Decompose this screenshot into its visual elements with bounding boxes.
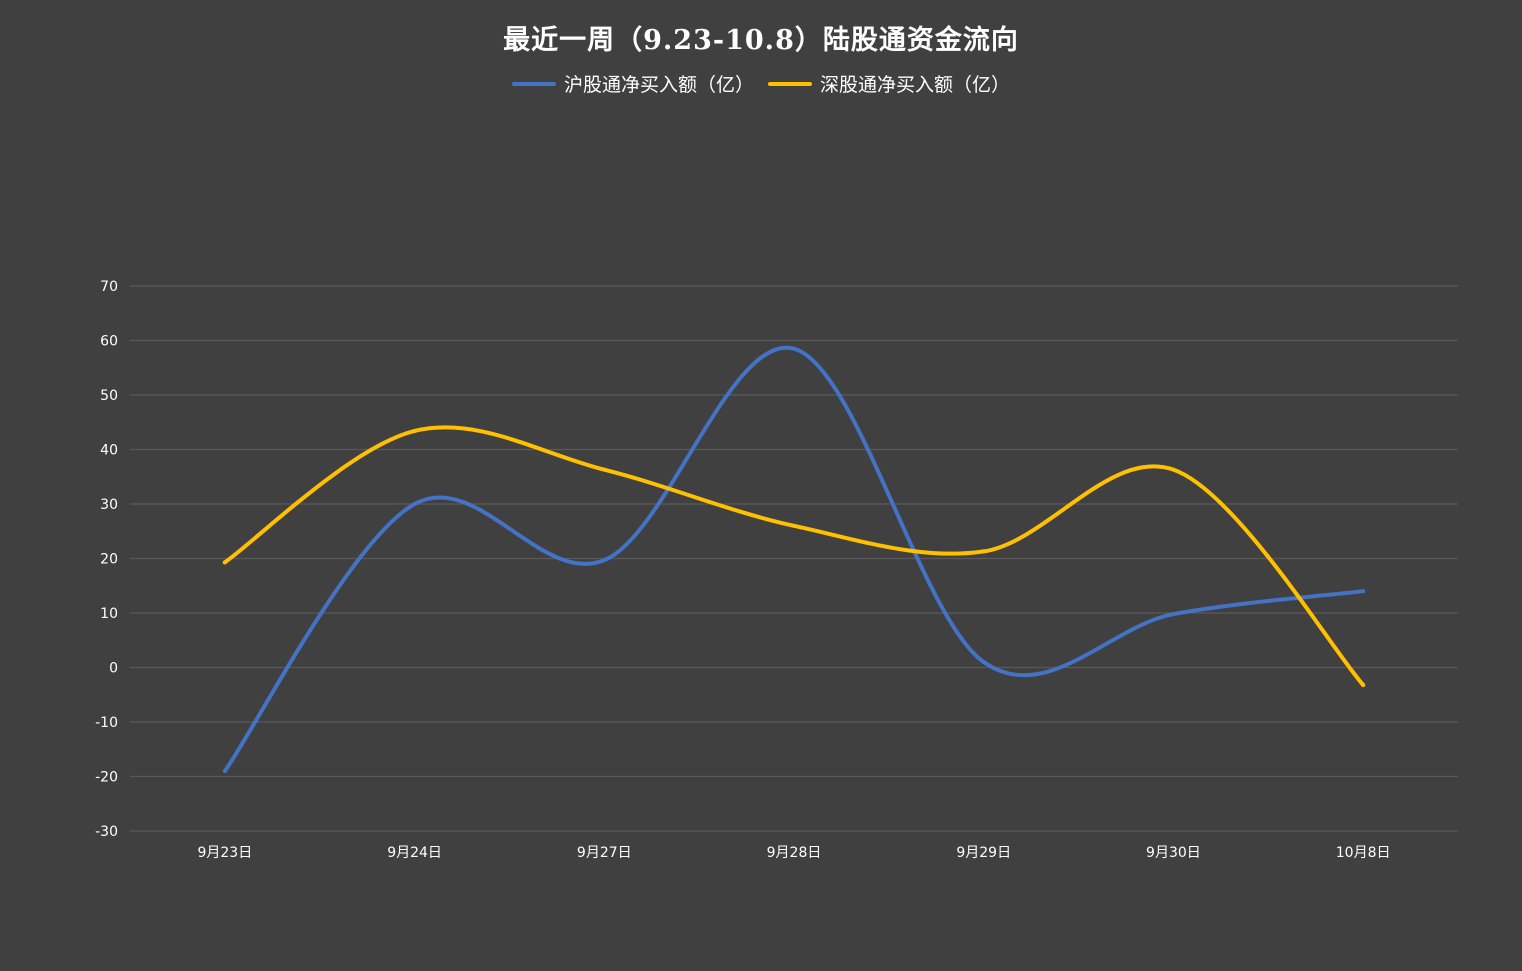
legend-label-sz: 深股通净买入额（亿） — [820, 74, 1011, 96]
series-line-1[interactable] — [222, 425, 1366, 687]
data-point-1-6[interactable] — [1361, 682, 1366, 687]
x-axis-ticks: 9月23日 9月24日 9月27日 9月28日 9月29日 9月30日 10月8日 — [197, 845, 1390, 861]
data-point-1-5[interactable] — [1171, 467, 1176, 472]
data-point-1-3[interactable] — [792, 523, 796, 528]
y-axis-ticks: -30 -20 -10 0 10 20 30 40 50 60 70 — [95, 279, 118, 840]
legend-swatch-sz — [768, 81, 812, 86]
x-tick-label: 9月24日 — [387, 845, 442, 861]
x-tick-label: 9月23日 — [197, 845, 252, 861]
y-tick-label: 0 — [109, 661, 118, 677]
legend: 沪股通净买入额（亿） 深股通净买入额（亿） — [0, 70, 1522, 97]
data-point-0-1[interactable] — [412, 502, 417, 506]
y-tick-label: -10 — [95, 715, 118, 731]
chart-title: 最近一周（9.23-10.8）陆股通资金流向 — [503, 25, 1019, 56]
legend-label-sh: 沪股通净买入额（亿） — [563, 74, 754, 96]
data-point-1-2[interactable] — [602, 467, 607, 472]
data-point-0-3[interactable] — [792, 346, 796, 351]
y-tick-label: 40 — [100, 443, 118, 459]
data-point-0-5[interactable] — [1171, 612, 1176, 617]
x-tick-label: 9月30日 — [1146, 845, 1201, 861]
series-layer — [222, 345, 1366, 774]
legend-swatch-sh — [511, 81, 556, 86]
y-tick-label: 60 — [100, 334, 118, 350]
x-tick-label: 9月28日 — [767, 845, 822, 861]
grid-layer — [130, 285, 1458, 832]
x-tick-label: 9月29日 — [956, 845, 1011, 861]
data-point-0-2[interactable] — [602, 558, 607, 563]
y-tick-label: 30 — [100, 497, 118, 513]
y-tick-label: 20 — [100, 552, 118, 568]
y-tick-label: -30 — [95, 824, 118, 840]
legend-item-sz[interactable]: 深股通净买入额（亿） — [768, 70, 1010, 97]
series-line-0[interactable] — [222, 345, 1366, 774]
x-tick-label: 10月8日 — [1336, 845, 1391, 861]
data-point-0-4[interactable] — [981, 660, 986, 665]
data-point-1-1[interactable] — [412, 428, 417, 433]
y-tick-label: 50 — [100, 388, 118, 404]
data-point-1-4[interactable] — [981, 549, 986, 554]
y-tick-label: 70 — [100, 279, 118, 295]
data-point-0-0[interactable] — [222, 769, 227, 774]
y-tick-label: -20 — [95, 770, 118, 786]
y-tick-label: 10 — [100, 606, 118, 622]
legend-item-sh[interactable]: 沪股通净买入额（亿） — [511, 70, 754, 97]
data-point-0-6[interactable] — [1361, 589, 1366, 594]
x-tick-label: 9月27日 — [577, 845, 632, 861]
data-point-1-0[interactable] — [222, 560, 227, 565]
